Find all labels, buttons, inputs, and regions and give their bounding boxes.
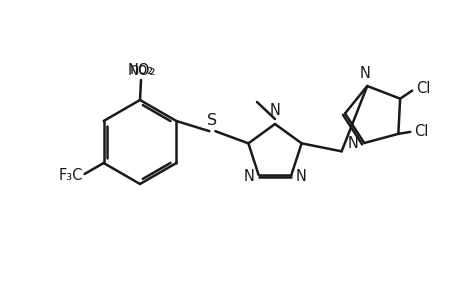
Text: F₃C: F₃C	[58, 167, 83, 182]
Text: N: N	[359, 66, 370, 81]
Text: N: N	[347, 136, 358, 151]
Text: N: N	[269, 103, 280, 118]
Text: N: N	[295, 169, 306, 184]
Text: Cl: Cl	[414, 124, 428, 140]
Text: S: S	[207, 113, 217, 128]
Text: N: N	[243, 169, 254, 184]
Text: no₂: no₂	[129, 62, 154, 77]
Text: NO₂: NO₂	[128, 63, 156, 78]
Text: Cl: Cl	[415, 81, 430, 96]
